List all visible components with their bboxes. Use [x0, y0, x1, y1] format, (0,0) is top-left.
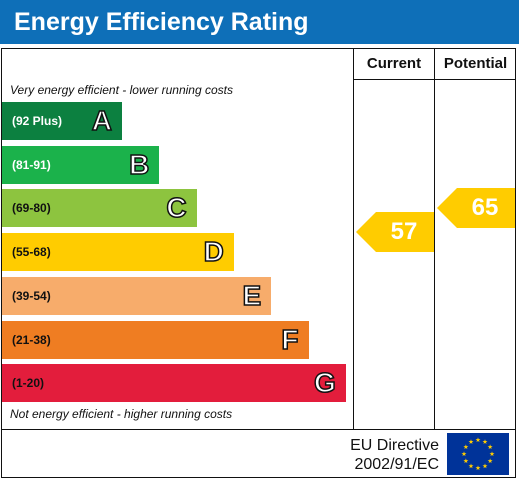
band-c: (69-80) C — [2, 189, 197, 228]
band-f: (21-38) F — [2, 320, 309, 359]
potential-column-header: Potential — [443, 55, 508, 72]
flag-star — [487, 458, 493, 464]
eu-flag-icon — [447, 433, 509, 475]
potential-arrow-shape — [437, 188, 515, 229]
current-rating-value: 57 — [390, 218, 418, 246]
bottom-caption: Not energy efficient - higher running co… — [10, 407, 233, 421]
band-letter: E — [242, 279, 262, 312]
band-letter: G — [313, 366, 336, 399]
band-range-label: (21-38) — [12, 332, 51, 347]
flag-star — [463, 458, 469, 464]
flag-star — [461, 451, 467, 457]
band-range-label: (39-54) — [12, 288, 51, 303]
flag-star — [475, 437, 481, 443]
current-arrow-shape — [356, 212, 434, 253]
band-d: (55-68) D — [2, 233, 234, 272]
flag-star — [482, 463, 488, 469]
band-letter: C — [166, 192, 188, 225]
band-g: (1-20) G — [2, 364, 346, 403]
footer-divider — [1, 429, 516, 430]
top-caption: Very energy efficient - lower running co… — [10, 83, 233, 97]
band-range-label: (92 Plus) — [12, 114, 63, 128]
flag-star — [463, 444, 469, 450]
rating-table — [1, 48, 516, 478]
flag-star — [487, 444, 493, 450]
eu-directive: EU Directive 2002/91/EC — [350, 436, 439, 474]
band-range-label: (81-91) — [12, 157, 51, 172]
band-range-label: (69-80) — [12, 201, 51, 216]
flag-star — [489, 451, 495, 457]
band-letter: D — [203, 235, 225, 268]
flag-star — [468, 463, 474, 469]
header-divider — [353, 79, 516, 80]
column-divider — [353, 48, 354, 430]
band-range-label: (55-68) — [12, 245, 51, 260]
band-a: (92 Plus) A — [2, 102, 122, 140]
flag-star — [468, 439, 474, 444]
band-letter: F — [281, 323, 300, 356]
eu-directive-line2: 2002/91/EC — [354, 456, 439, 473]
flag-star — [482, 439, 488, 444]
current-column-header: Current — [366, 55, 422, 72]
band-b: (81-91) B — [2, 145, 160, 184]
band-letter: B — [128, 148, 150, 181]
page-title: Energy Efficiency Rating — [14, 8, 309, 36]
flag-star — [475, 465, 481, 471]
band-range-label: (1-20) — [12, 376, 45, 391]
potential-rating-value: 65 — [471, 194, 499, 222]
eu-directive-line1: EU Directive — [350, 437, 439, 454]
column-divider — [434, 48, 435, 430]
band-letter: A — [91, 104, 113, 137]
band-e: (39-54) E — [2, 276, 272, 315]
title-bar: Energy Efficiency Rating — [0, 0, 519, 44]
